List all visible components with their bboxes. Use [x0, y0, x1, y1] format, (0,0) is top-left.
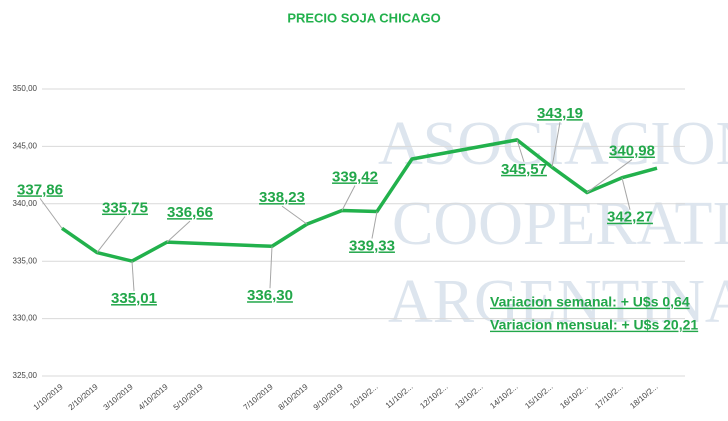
y-tick-label: 340,00 [13, 199, 38, 208]
x-tick-label: 10/10/2... [348, 382, 379, 410]
x-tick-label: 7/10/2019 [242, 382, 275, 412]
data-label: 345,57 [501, 161, 547, 178]
x-tick-label: 9/10/2019 [312, 382, 345, 412]
x-tick-label: 5/10/2019 [172, 382, 205, 412]
x-tick-label: 8/10/2019 [277, 382, 310, 412]
leader-line [372, 211, 377, 238]
leader-line [342, 185, 355, 210]
y-tick-label: 325,00 [13, 371, 38, 380]
x-tick-label: 11/10/2... [384, 382, 415, 410]
x-tick-label: 14/10/2... [488, 382, 519, 410]
annotation: Variacion semanal: + U$s 0,64 [490, 294, 690, 310]
x-tick-label: 16/10/2... [558, 382, 589, 410]
y-tick-label: 350,00 [13, 84, 38, 93]
leader-line [282, 206, 307, 224]
data-label: 339,42 [332, 168, 378, 185]
x-tick-label: 2/10/2019 [67, 382, 100, 412]
leader-line [270, 246, 272, 288]
chart-title: PRECIO SOJA CHICAGO [287, 10, 440, 25]
x-tick-label: 1/10/2019 [32, 382, 65, 412]
data-label: 343,19 [537, 105, 583, 122]
chart: ASOCIACION deCOOPERATIVASARGENTINAS PREC… [0, 0, 728, 421]
data-label: 336,30 [247, 287, 293, 304]
x-tick-label: 3/10/2019 [102, 382, 135, 412]
x-tick-label: 13/10/2... [453, 382, 484, 410]
data-label: 340,98 [609, 143, 655, 160]
leader-line [97, 217, 125, 253]
data-label: 342,27 [607, 209, 653, 226]
data-label: 337,86 [17, 181, 63, 198]
data-label: 335,01 [111, 290, 157, 307]
data-label: 336,66 [167, 204, 213, 221]
x-tick-label: 17/10/2... [593, 382, 624, 410]
leader-line [167, 221, 190, 242]
x-tick-label: 18/10/2... [628, 382, 659, 410]
data-label: 335,75 [102, 200, 148, 217]
y-tick-label: 345,00 [13, 142, 38, 151]
watermark-text: COOPERATIVAS [392, 190, 728, 258]
leader-line [132, 261, 134, 291]
data-label: 338,23 [259, 189, 305, 206]
x-tick-label: 4/10/2019 [137, 382, 170, 412]
data-label: 339,33 [349, 237, 395, 254]
leader-line [40, 198, 62, 228]
y-tick-label: 335,00 [13, 256, 38, 265]
x-tick-label: 15/10/2... [523, 382, 554, 410]
x-tick-label: 12/10/2... [418, 382, 449, 410]
annotation: Variacion mensual: + U$s 20,21 [490, 317, 698, 333]
y-tick-label: 330,00 [13, 314, 38, 323]
